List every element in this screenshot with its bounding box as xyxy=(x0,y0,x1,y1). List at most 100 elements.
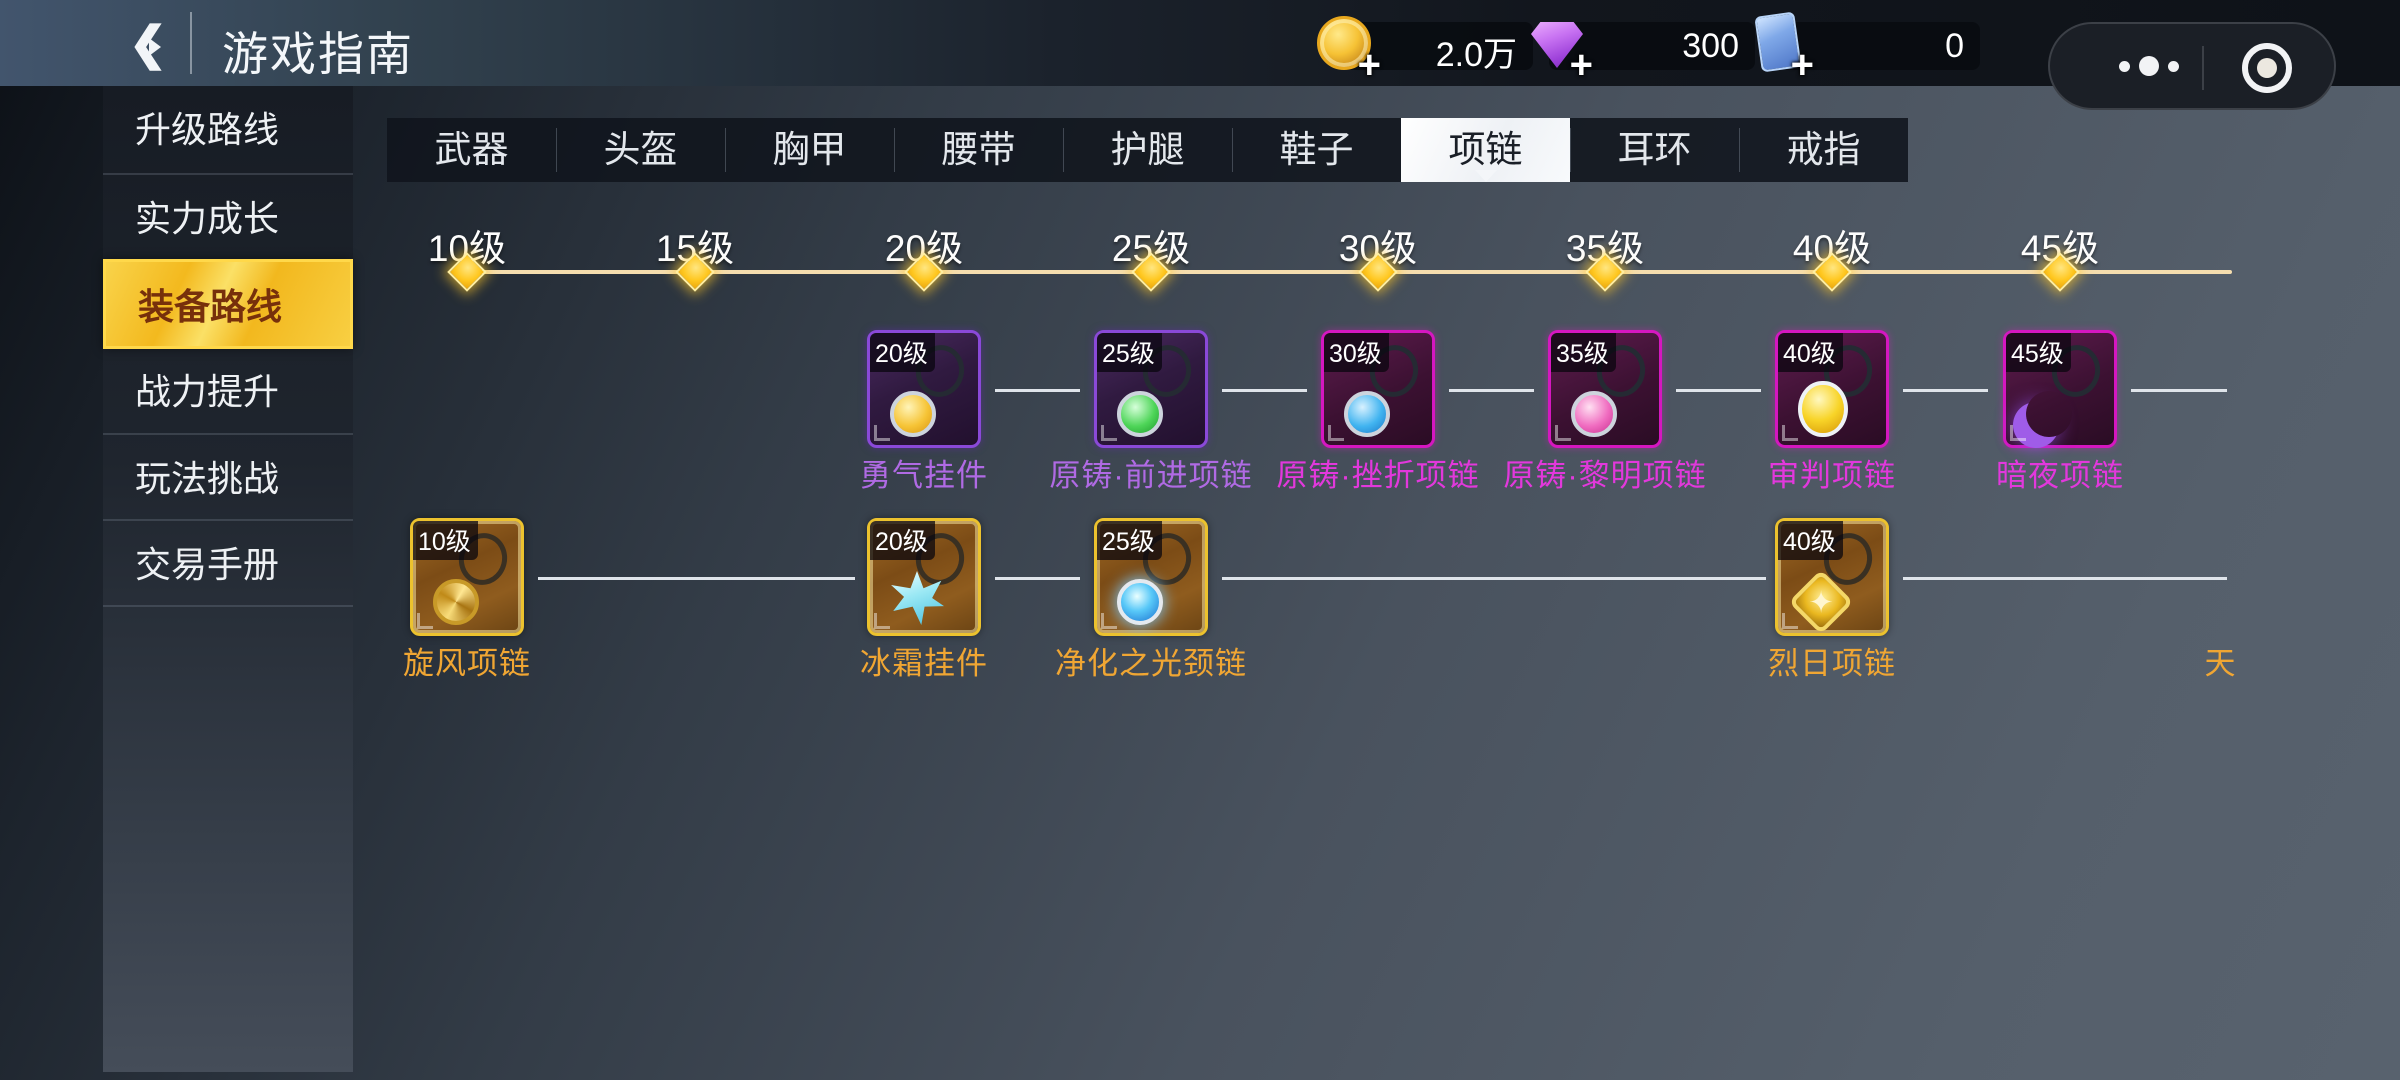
item-name-label: 勇气挂件 xyxy=(860,458,988,493)
connector-line xyxy=(1903,577,2227,580)
necklace-blue-gem-icon xyxy=(1336,339,1426,443)
sidebar-divider xyxy=(103,173,353,175)
item-name-label: 审判项链 xyxy=(1768,458,1896,493)
equipment-card-bingshuang[interactable]: 20级 xyxy=(867,518,981,636)
level-badge: 10级 xyxy=(413,521,478,560)
connector-line xyxy=(995,389,1080,392)
sidebar-item-upgrade-route[interactable]: 升级路线 xyxy=(135,109,280,150)
tab-helmet[interactable]: 头盔 xyxy=(556,118,725,182)
corner-notch xyxy=(874,613,890,629)
equipment-card-qianjin[interactable]: 25级 xyxy=(1094,330,1208,448)
sidebar: 升级路线 实力成长 装备路线 战力提升 玩法挑战 交易手册 xyxy=(103,86,353,1072)
level-badge: 45级 xyxy=(2006,333,2071,372)
tab-necklace[interactable]: 项链 xyxy=(1401,118,1570,182)
equipment-card-xuanfeng[interactable]: 10级 xyxy=(410,518,524,636)
connector-line xyxy=(2131,389,2227,392)
necklace-light-orb-icon xyxy=(1109,527,1199,631)
card-currency-pill[interactable]: + 0 xyxy=(1754,11,1980,85)
sidebar-item-power-growth[interactable]: 实力成长 xyxy=(103,175,353,321)
corner-notch xyxy=(1101,613,1117,629)
corner-notch xyxy=(874,425,890,441)
connector-line xyxy=(1903,389,1988,392)
card-amount: 0 xyxy=(1945,27,1964,65)
tab-belt[interactable]: 腰带 xyxy=(894,118,1063,182)
diamond-currency-pill[interactable]: + 300 xyxy=(1531,22,1755,85)
gold-amount: 2.0万 xyxy=(1435,36,1517,74)
level-badge: 35级 xyxy=(1551,333,1616,372)
necklace-pink-gem-icon xyxy=(1563,339,1653,443)
sidebar-item-trade-manual[interactable]: 交易手册 xyxy=(135,544,280,585)
level-badge: 30级 xyxy=(1324,333,1389,372)
equipment-card-yongqi[interactable]: 20级 xyxy=(867,330,981,448)
next-item-partial-label: 天 xyxy=(2204,646,2236,681)
sidebar-item-label: 实力成长 xyxy=(135,198,280,239)
back-button[interactable]: ❮ xyxy=(118,14,178,72)
record-circle-icon xyxy=(2257,58,2277,78)
connector-line xyxy=(1676,389,1761,392)
equipment-card-lieri[interactable]: 40级 xyxy=(1775,518,1889,636)
capsule-divider xyxy=(2202,46,2204,90)
sidebar-item-gameplay-challenge[interactable]: 玩法挑战 xyxy=(135,458,280,499)
item-name-label: 原铸·挫折项链 xyxy=(1276,458,1480,493)
close-home-button[interactable] xyxy=(2242,43,2292,93)
item-name-label: 原铸·前进项链 xyxy=(1049,458,1253,493)
tab-ring[interactable]: 戒指 xyxy=(1739,118,1908,182)
necklace-yellow-gem-icon xyxy=(882,339,972,443)
timeline-line xyxy=(458,270,2232,274)
tab-shoes[interactable]: 鞋子 xyxy=(1232,118,1401,182)
equipment-card-anye[interactable]: 45级 xyxy=(2003,330,2117,448)
necklace-gold-gem-icon xyxy=(1790,339,1880,443)
card-pack-icon: + xyxy=(1748,11,1814,85)
pendant-ice-star-icon xyxy=(882,527,972,631)
corner-notch xyxy=(1328,425,1344,441)
level-badge: 20级 xyxy=(870,521,935,560)
tab-earring[interactable]: 耳环 xyxy=(1570,118,1739,182)
level-badge: 25级 xyxy=(1097,333,1162,372)
connector-line xyxy=(1449,389,1534,392)
equipment-card-liming[interactable]: 35级 xyxy=(1548,330,1662,448)
equipment-card-cuozhe[interactable]: 30级 xyxy=(1321,330,1435,448)
add-diamond-icon: + xyxy=(1569,43,1593,87)
equipment-tab-bar: 武器 头盔 胸甲 腰带 护腿 鞋子 项链 耳环 戒指 xyxy=(387,118,1908,182)
item-name-label: 暗夜项链 xyxy=(1996,458,2124,493)
mini-program-capsule xyxy=(2048,22,2336,110)
gold-coin-icon: + xyxy=(1315,12,1381,85)
tab-legs[interactable]: 护腿 xyxy=(1063,118,1232,182)
level-badge: 25级 xyxy=(1097,521,1162,560)
connector-line xyxy=(1222,577,1766,580)
item-name-label: 净化之光颈链 xyxy=(1055,646,1247,681)
top-bar: ❮ 游戏指南 + 2.0万 + 300 + 0 xyxy=(0,0,2400,110)
title-divider xyxy=(190,12,192,74)
add-gold-icon: + xyxy=(1357,43,1381,87)
tab-weapon[interactable]: 武器 xyxy=(434,129,509,170)
corner-notch xyxy=(1101,425,1117,441)
corner-notch xyxy=(1555,425,1571,441)
tab-chest[interactable]: 胸甲 xyxy=(725,118,894,182)
corner-notch xyxy=(2010,425,2026,441)
equipment-card-jinghua[interactable]: 25级 xyxy=(1094,518,1208,636)
diamond-icon: + xyxy=(1527,12,1593,85)
item-name-label: 冰霜挂件 xyxy=(860,646,988,681)
level-badge: 40级 xyxy=(1778,333,1843,372)
corner-notch xyxy=(417,613,433,629)
necklace-gold-swirl-icon xyxy=(425,527,515,631)
item-name-label: 烈日项链 xyxy=(1768,646,1896,681)
sidebar-item-combat-boost[interactable]: 战力提升 xyxy=(135,371,280,412)
sidebar-item-equipment-route[interactable]: 装备路线 xyxy=(103,259,353,349)
corner-notch xyxy=(1782,425,1798,441)
sidebar-divider xyxy=(103,519,353,521)
corner-notch xyxy=(1782,613,1798,629)
equipment-card-shenpan[interactable]: 40级 xyxy=(1775,330,1889,448)
sidebar-divider xyxy=(103,605,353,607)
connector-line xyxy=(1222,389,1307,392)
add-card-icon: + xyxy=(1790,43,1814,87)
necklace-green-gem-icon xyxy=(1109,339,1199,443)
more-menu-button[interactable] xyxy=(2094,24,2204,108)
diamond-amount: 300 xyxy=(1682,27,1739,65)
back-chevron-icon: ❮ xyxy=(128,17,168,69)
connector-line xyxy=(995,577,1080,580)
gold-currency-pill[interactable]: + 2.0万 xyxy=(1317,16,1533,85)
item-name-label: 原铸·黎明项链 xyxy=(1503,458,1707,493)
sidebar-divider xyxy=(103,433,353,435)
